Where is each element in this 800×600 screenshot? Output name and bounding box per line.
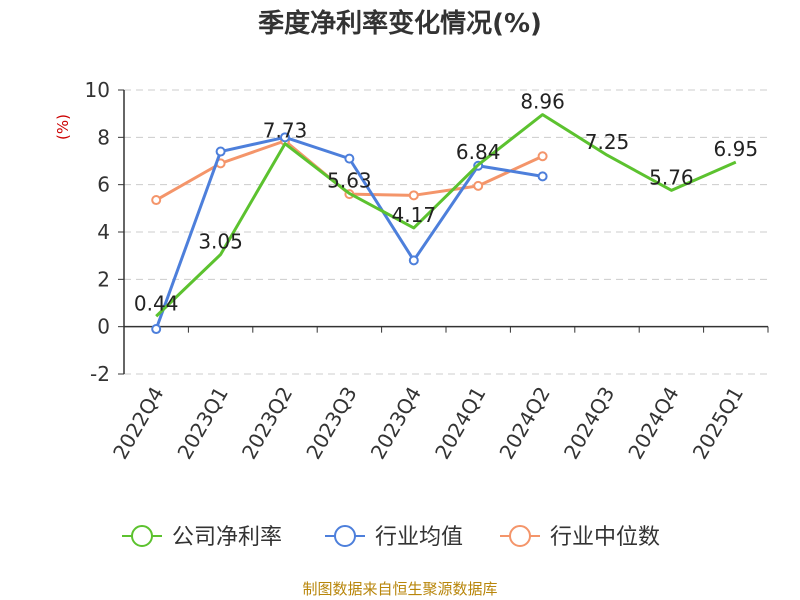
y-tick-label: 0 (97, 315, 110, 339)
x-tick-label: 2022Q4 (108, 383, 168, 464)
legend-label: 行业中位数 (550, 525, 660, 550)
series-point (151, 195, 162, 206)
legend-marker (509, 525, 531, 547)
chart-title: 季度净利率变化情况(%) (258, 8, 542, 39)
legend-label: 行业均值 (375, 525, 463, 550)
series-line (155, 113, 737, 318)
series-point (537, 171, 548, 182)
y-tick-label: -2 (90, 362, 110, 386)
x-tick-label: 2023Q4 (366, 383, 426, 464)
data-label: 7.73 (263, 119, 308, 143)
y-tick-label: 10 (85, 78, 110, 102)
x-tick-label: 2024Q3 (559, 383, 619, 464)
legend-marker (131, 525, 153, 547)
data-label: 3.05 (198, 229, 243, 253)
x-tick-label: 2023Q2 (237, 383, 297, 464)
series-lines (151, 113, 737, 335)
legend: 公司净利率 行业均值 行业中位数 (122, 525, 660, 550)
data-label: 0.44 (134, 291, 179, 315)
legend-label: 公司净利率 (172, 525, 282, 550)
data-label: 8.96 (520, 90, 565, 114)
data-source-note: 制图数据来自恒生聚源数据库 (302, 580, 497, 598)
data-label: 6.84 (456, 140, 501, 164)
series-point (344, 153, 355, 164)
data-label: 6.95 (714, 137, 759, 161)
data-label: 7.25 (585, 130, 630, 154)
x-tick-label: 2023Q1 (172, 383, 232, 464)
series-point (537, 151, 548, 162)
series-point (280, 132, 290, 143)
x-tick-label: 2024Q2 (494, 383, 554, 464)
series-point (151, 324, 162, 335)
x-tick-label: 2025Q1 (688, 383, 748, 464)
series-point (408, 190, 419, 201)
data-label: 5.76 (649, 165, 694, 189)
legend-marker (334, 525, 356, 547)
y-tick-label: 6 (97, 173, 110, 197)
x-tick-label: 2024Q1 (430, 383, 490, 464)
y-tick-label: 4 (97, 220, 110, 244)
x-tick-label: 2023Q3 (301, 383, 361, 464)
x-tick-label: 2024Q4 (623, 383, 683, 464)
data-label: 4.17 (392, 203, 437, 227)
data-labels: 0.44 3.05 7.73 5.63 4.17 6.84 8.96 7.25 5.76 6.95 (134, 90, 758, 316)
y-axis-unit-label: (%) (54, 114, 72, 140)
data-label: 5.63 (327, 168, 372, 192)
y-tick-label: 8 (97, 125, 110, 149)
series-point (408, 255, 419, 266)
y-tick-label: 2 (97, 267, 110, 291)
series-point (473, 180, 484, 191)
series-point (215, 146, 226, 157)
